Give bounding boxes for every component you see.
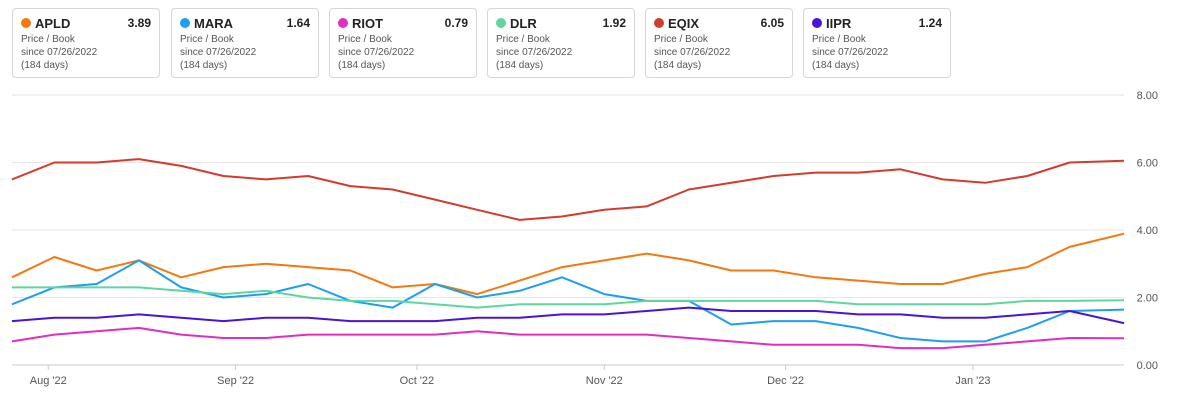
series-line-riot (11, 326, 1125, 350)
metric-label: Price / Book (338, 34, 392, 45)
y-tick-label: 6.00 (1137, 158, 1158, 170)
series-line-mara (11, 259, 1125, 343)
since-date: since 07/26/2022 (180, 47, 257, 58)
since-date: since 07/26/2022 (812, 47, 889, 58)
ticker-symbol: RIOT (338, 16, 383, 31)
series-line-dlr (12, 286, 1125, 309)
ticker-symbol-text: APLD (35, 15, 71, 31)
metric-label: Price / Book (21, 34, 75, 45)
ticker-symbol-text: MARA (194, 15, 233, 31)
ticker-card-iipr[interactable]: IIPR 1.24 Price / Book since 07/26/2022 … (803, 8, 951, 78)
x-tick-label: Aug '22 (30, 375, 67, 387)
series-color-dot (496, 18, 506, 28)
ticker-symbol-text: EQIX (668, 15, 700, 31)
metric-label: Price / Book (180, 34, 234, 45)
series-color-dot (654, 18, 664, 28)
ticker-symbol-text: DLR (510, 15, 537, 31)
since-date: since 07/26/2022 (338, 47, 415, 58)
series-color-dot (180, 18, 190, 28)
ticker-card-riot[interactable]: RIOT 0.79 Price / Book since 07/26/2022 … (329, 8, 477, 78)
days-count: (184 days) (180, 60, 228, 71)
series-color-dot (812, 18, 822, 28)
chart-series-lines (11, 158, 1125, 350)
y-tick-label: 0.00 (1137, 360, 1158, 372)
x-tick-label: Dec '22 (767, 375, 804, 387)
series-line-apld (11, 232, 1125, 296)
ticker-value: 1.24 (918, 16, 942, 30)
ticker-card-eqix[interactable]: EQIX 6.05 Price / Book since 07/26/2022 … (645, 8, 793, 78)
ticker-value: 1.64 (286, 16, 310, 30)
ticker-value: 6.05 (760, 16, 784, 30)
series-line-eqix (11, 158, 1125, 221)
days-count: (184 days) (496, 60, 544, 71)
days-count: (184 days) (21, 60, 69, 71)
x-tick-label: Oct '22 (400, 375, 435, 387)
days-count: (184 days) (338, 60, 386, 71)
series-color-dot (338, 18, 348, 28)
x-tick-label: Jan '23 (955, 375, 990, 387)
y-tick-label: 8.00 (1137, 90, 1158, 102)
ticker-symbol: MARA (180, 16, 233, 31)
ticker-symbol: EQIX (654, 16, 699, 31)
days-count: (184 days) (654, 60, 702, 71)
since-date: since 07/26/2022 (496, 47, 573, 58)
ticker-card-dlr[interactable]: DLR 1.92 Price / Book since 07/26/2022 (… (487, 8, 635, 78)
y-tick-label: 2.00 (1137, 293, 1158, 305)
metric-label: Price / Book (496, 34, 550, 45)
since-date: since 07/26/2022 (654, 47, 731, 58)
x-tick-label: Sep '22 (217, 375, 254, 387)
x-tick-label: Nov '22 (586, 375, 623, 387)
since-date: since 07/26/2022 (21, 47, 98, 58)
metric-label: Price / Book (654, 34, 708, 45)
ticker-card-apld[interactable]: APLD 3.89 Price / Book since 07/26/2022 … (12, 8, 160, 78)
ticker-value: 0.79 (444, 16, 468, 30)
metric-label: Price / Book (812, 34, 866, 45)
days-count: (184 days) (812, 60, 860, 71)
ticker-value: 1.92 (602, 16, 626, 30)
ticker-symbol: DLR (496, 16, 537, 31)
ticker-value: 3.89 (127, 16, 151, 30)
series-line-iipr (11, 306, 1125, 325)
chart-grid (12, 94, 1124, 366)
y-tick-label: 4.00 (1137, 225, 1158, 237)
series-color-dot (21, 18, 31, 28)
ticker-card-mara[interactable]: MARA 1.64 Price / Book since 07/26/2022 … (171, 8, 319, 78)
x-axis-tick-labels: Aug '22 Sep '22 Oct '22 Nov '22 Dec '22 Jan '… (30, 365, 990, 387)
ticker-symbol: APLD (21, 16, 70, 31)
ticker-symbol-text: IIPR (826, 15, 852, 31)
ticker-symbol: IIPR (812, 16, 851, 31)
y-axis-tick-labels: 0.00 2.00 4.00 6.00 8.00 (1137, 90, 1158, 372)
ticker-symbol-text: RIOT (352, 15, 384, 31)
